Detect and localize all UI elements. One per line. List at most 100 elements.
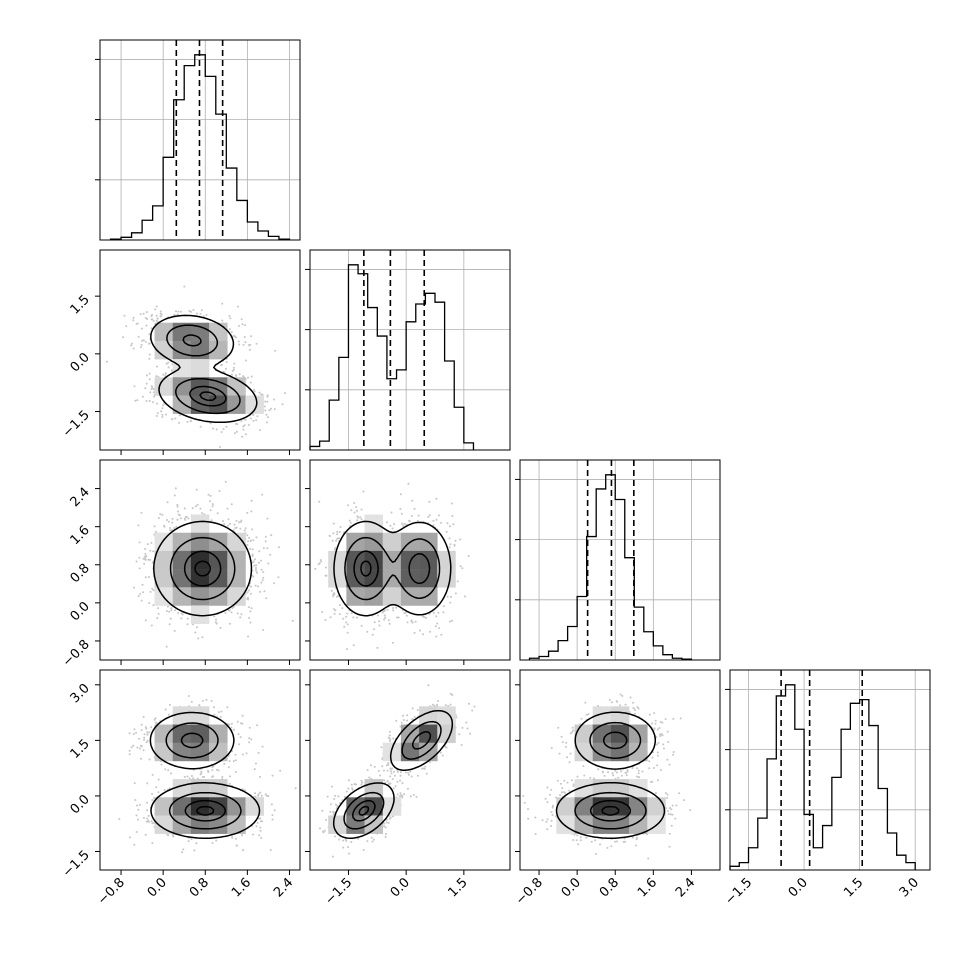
scatter-panel-2-1 xyxy=(305,459,511,665)
contour-line xyxy=(199,391,217,402)
contour-line xyxy=(180,732,226,822)
x-tick-label: −0.8 xyxy=(513,875,546,908)
y-tick-label: 1.5 xyxy=(68,737,93,762)
density-cell xyxy=(190,706,210,725)
density-cell xyxy=(328,569,347,588)
density-cell xyxy=(610,706,630,725)
density-cell xyxy=(647,797,666,816)
density-cell xyxy=(154,724,174,744)
panel-frame xyxy=(309,459,511,661)
density-cell xyxy=(190,569,210,588)
contour-line xyxy=(344,536,441,601)
histogram-outline xyxy=(729,684,916,870)
contour-line xyxy=(149,711,261,840)
contour-line xyxy=(153,520,253,617)
x-tick-label: 0.0 xyxy=(388,875,413,900)
contour-line xyxy=(574,721,647,830)
contour-line xyxy=(196,805,215,816)
contour-line xyxy=(555,711,666,840)
contour-line xyxy=(332,709,454,840)
density-cell xyxy=(364,797,384,816)
density-cell xyxy=(346,587,365,606)
histogram-panel-0 xyxy=(95,39,301,241)
scatter-panel-3-2 xyxy=(515,669,721,875)
density-cell xyxy=(382,587,402,606)
x-tick-label: 2.4 xyxy=(271,875,296,900)
density-cell xyxy=(172,724,192,744)
density-cell xyxy=(592,706,612,725)
density-cell xyxy=(154,532,174,552)
x-tick-label: 0.0 xyxy=(786,875,811,900)
contour-line xyxy=(150,314,258,424)
panel-frame xyxy=(309,249,511,451)
contour-line xyxy=(333,520,452,617)
density-cell xyxy=(328,815,347,834)
contour-line xyxy=(589,731,632,822)
y-tick-label: 0.0 xyxy=(68,350,93,375)
panel-frame xyxy=(309,669,511,871)
histogram-outline xyxy=(528,474,693,660)
contour-line xyxy=(194,560,211,577)
density-cell xyxy=(629,742,648,762)
density-cell xyxy=(227,797,246,816)
histogram-outline xyxy=(309,264,475,450)
y-tick-label: 0.0 xyxy=(68,599,93,624)
density-cell xyxy=(592,797,612,816)
density-cell xyxy=(364,514,384,534)
density-cell xyxy=(419,569,438,588)
y-tick-label: 1.6 xyxy=(68,523,93,548)
panel-frame xyxy=(99,39,301,241)
y-tick-label: −0.8 xyxy=(60,637,93,670)
density-cell xyxy=(190,532,210,552)
density-cell xyxy=(245,395,264,414)
histogram-panel-2 xyxy=(515,459,721,661)
density-cell xyxy=(172,797,192,816)
density-cell xyxy=(382,550,402,570)
contour-line xyxy=(182,334,227,407)
density-cell xyxy=(172,587,192,606)
x-tick-label: 2.4 xyxy=(673,875,698,900)
density-cell xyxy=(172,706,192,725)
scatter-panel-3-1 xyxy=(305,669,511,875)
density-cell xyxy=(154,569,174,588)
y-tick-label: −1.5 xyxy=(60,848,93,881)
density-cell xyxy=(364,532,384,552)
panel-frame xyxy=(99,459,301,661)
x-tick-label: 1.6 xyxy=(229,875,254,900)
density-cell xyxy=(172,550,192,570)
density-cell xyxy=(190,724,210,744)
y-tick-label: 2.4 xyxy=(68,485,93,510)
density-cell xyxy=(328,550,347,570)
density-cell xyxy=(382,532,402,552)
density-cell xyxy=(154,340,174,360)
density-cell xyxy=(227,395,246,414)
density-cell xyxy=(209,742,228,762)
x-tick-label: −1.5 xyxy=(322,875,355,908)
histogram-panel-3 xyxy=(725,669,931,871)
density-cell xyxy=(610,797,630,816)
scatter-panel-2-0 xyxy=(95,459,301,665)
density-cell xyxy=(154,550,174,570)
x-tick-label: 1.6 xyxy=(635,875,660,900)
density-cell xyxy=(209,340,228,360)
density-cell xyxy=(574,797,594,816)
density-cell xyxy=(400,742,420,762)
scatter-panel-3-0 xyxy=(95,669,301,875)
x-tick-label: 1.5 xyxy=(841,875,866,900)
panel-frame xyxy=(519,459,721,661)
density-cell xyxy=(419,587,438,606)
y-tick-label: 0.0 xyxy=(68,792,93,817)
y-tick-label: 1.5 xyxy=(68,292,93,317)
density-cell xyxy=(629,815,648,834)
density-cell xyxy=(172,395,192,414)
contour-line xyxy=(351,731,432,822)
x-tick-label: −0.8 xyxy=(95,875,128,908)
panel-frame xyxy=(99,249,301,451)
panel-content xyxy=(318,684,476,858)
panel-content xyxy=(118,695,297,854)
density-cell xyxy=(346,815,365,834)
panel-frame xyxy=(519,669,721,871)
density-cell xyxy=(172,569,192,588)
density-cell xyxy=(154,797,174,816)
